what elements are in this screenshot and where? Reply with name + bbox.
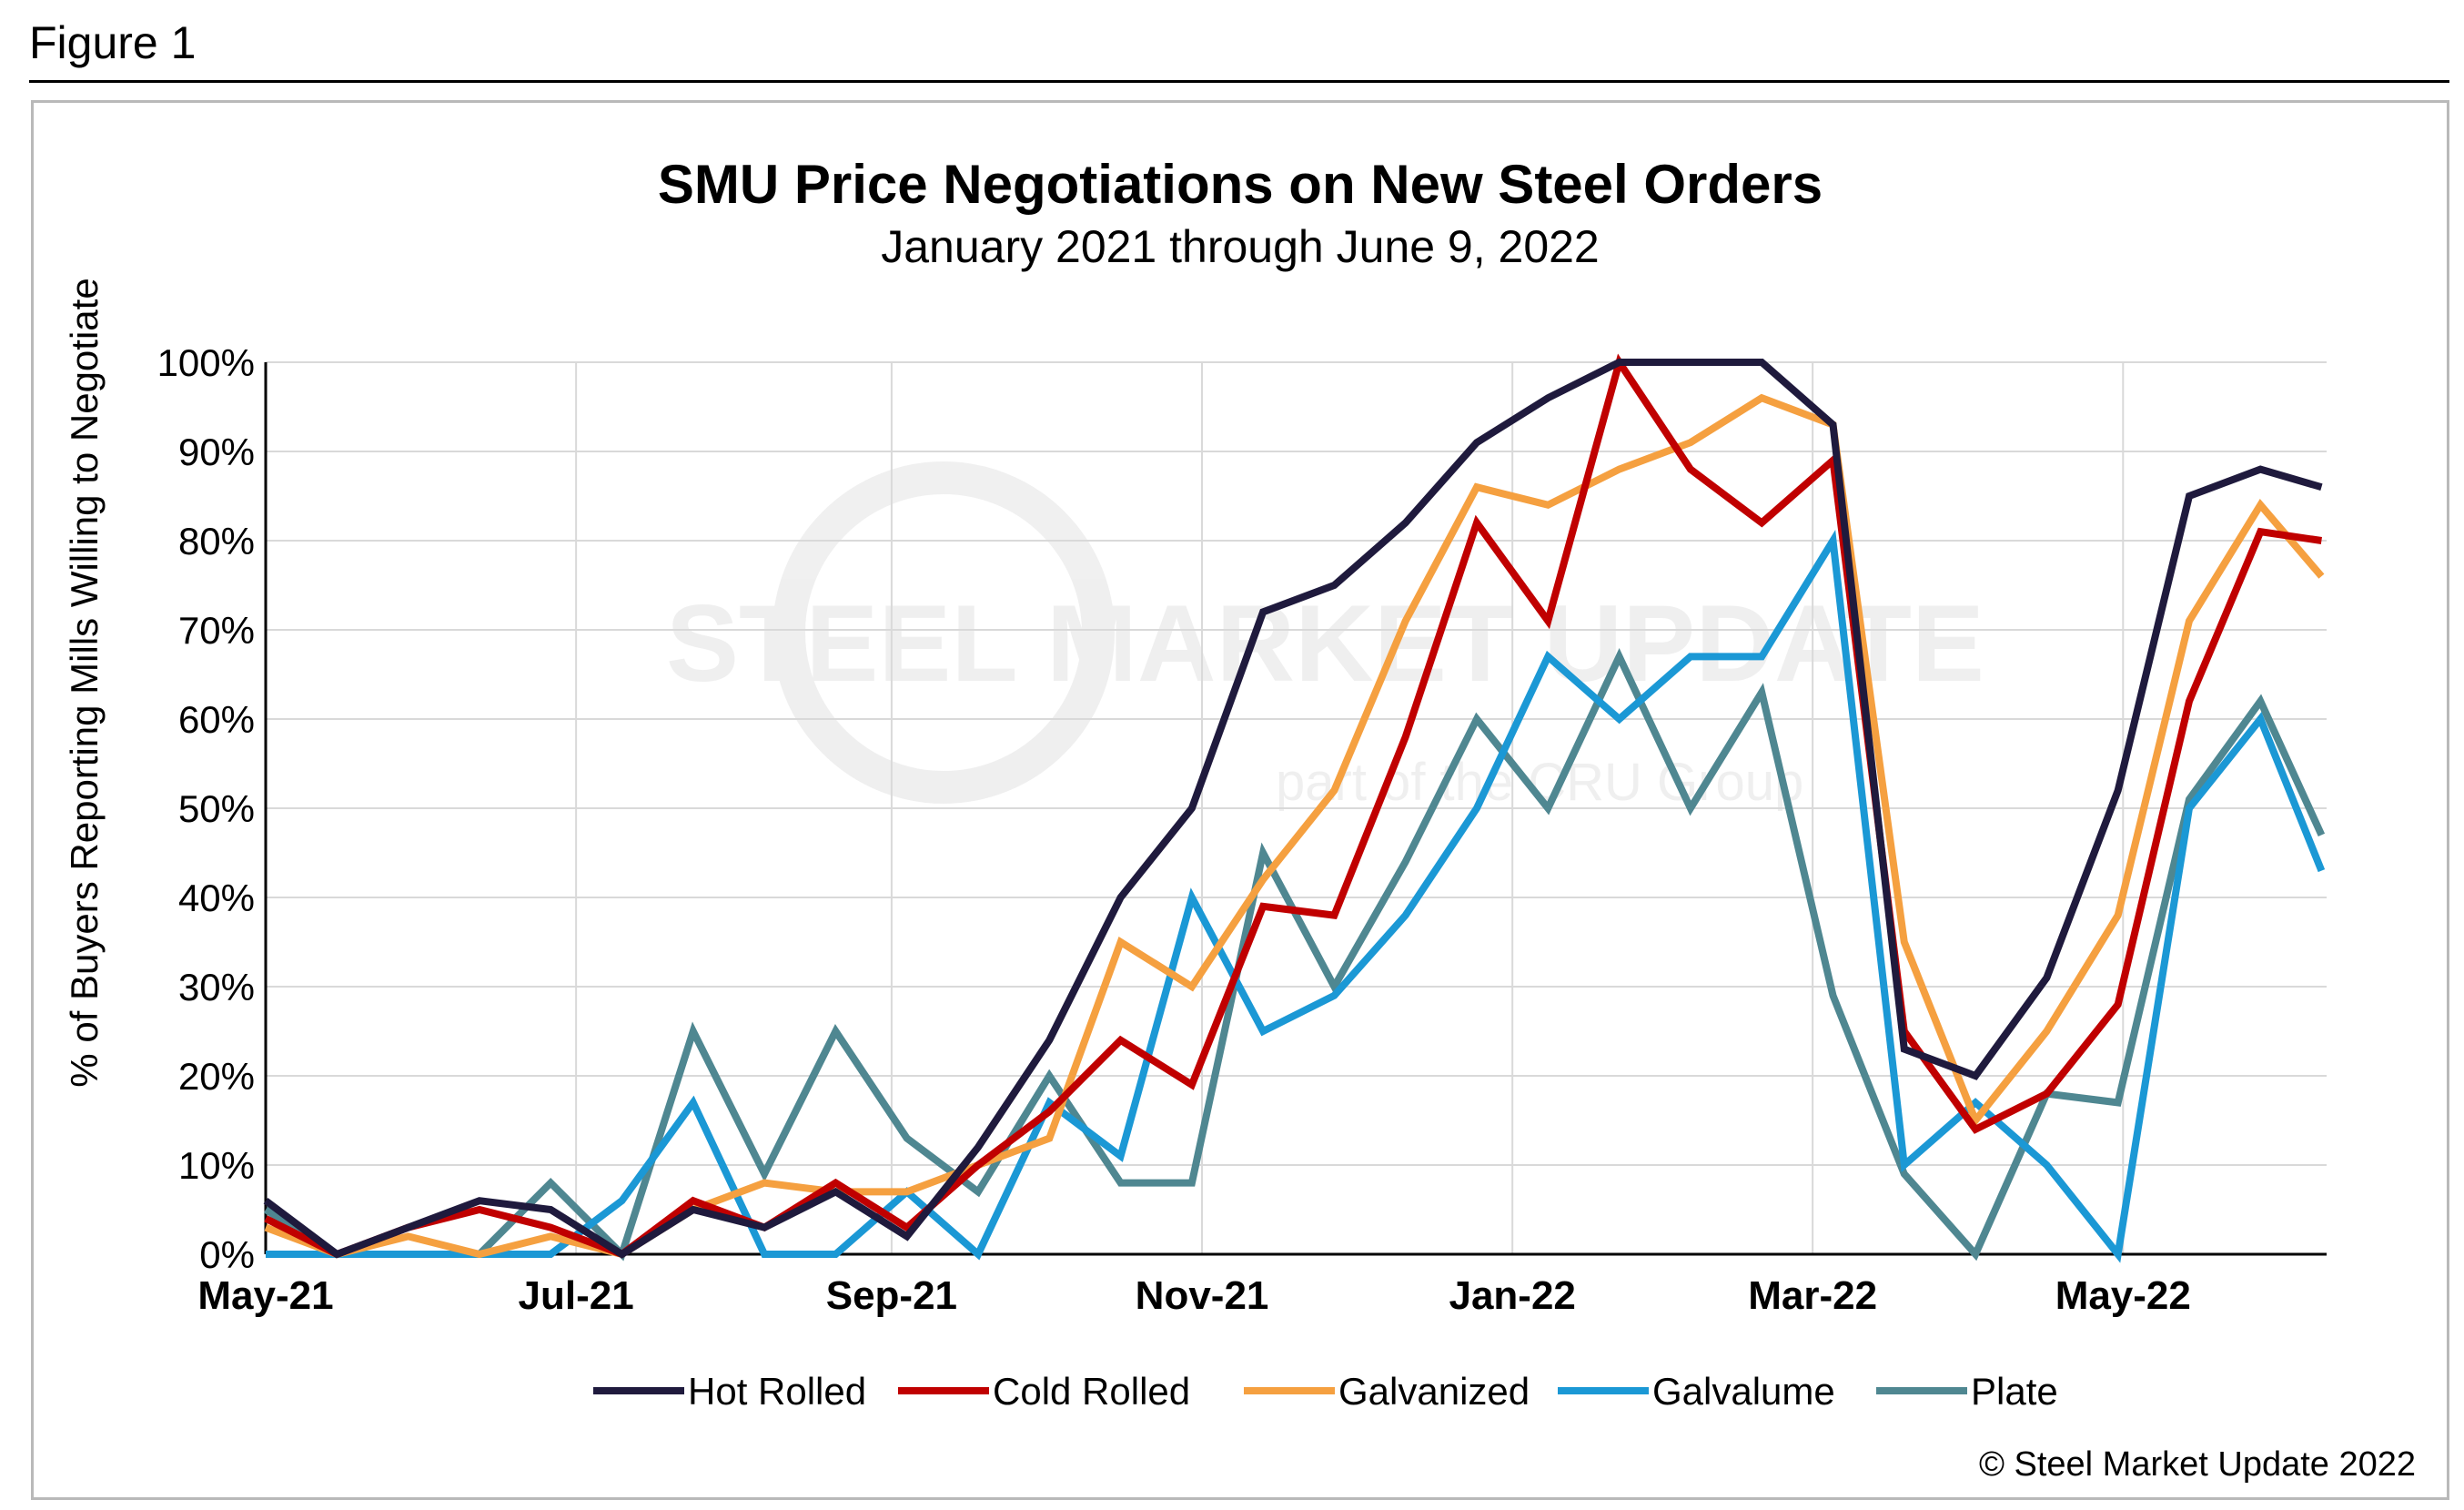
y-tick-label: 0% — [199, 1233, 255, 1276]
legend-label: Plate — [1971, 1370, 2058, 1413]
legend: Hot Rolled Cold Rolled Galvanized Galvalume… — [593, 1370, 2058, 1413]
y-tick-label: 10% — [178, 1144, 255, 1187]
watermark-logo-ring — [773, 461, 1115, 804]
y-tick-label: 60% — [178, 698, 255, 741]
y-tick-label: 70% — [178, 609, 255, 652]
series-line-plate — [263, 647, 2326, 1262]
chart-frame: STEEL MARKET UPDATE part of the CRU Grou… — [31, 100, 2449, 1500]
series-line-galvanized — [264, 393, 2325, 1259]
legend-item-galvanized: Galvanized — [1244, 1370, 1530, 1413]
x-tick-label: Jul-21 — [519, 1273, 634, 1318]
chart-title: SMU Price Negotiations on New Steel Orde… — [658, 154, 1823, 215]
y-tick-label: 80% — [178, 520, 255, 562]
x-tick-label: Jan-22 — [1449, 1273, 1575, 1318]
y-tick-label: 90% — [178, 431, 255, 473]
series-line-hot-rolled — [263, 359, 2323, 1259]
x-tick-label: Mar-22 — [1748, 1273, 1877, 1318]
legend-item-hot-rolled: Hot Rolled — [593, 1370, 866, 1413]
legend-item-cold-rolled: Cold Rolled — [898, 1370, 1190, 1413]
y-tick-label: 20% — [178, 1055, 255, 1098]
series-line-galvalume — [266, 530, 2326, 1263]
figure-label: Figure 1 — [29, 17, 197, 68]
watermark-text: STEEL MARKET UPDATE — [666, 583, 1984, 704]
x-tick-label: May-22 — [2055, 1273, 2191, 1318]
legend-label: Hot Rolled — [688, 1370, 866, 1413]
x-tick-label: Sep-21 — [826, 1273, 957, 1318]
legend-label: Galvanized — [1338, 1370, 1530, 1413]
chart-subtitle: January 2021 through June 9, 2022 — [881, 221, 1600, 272]
x-tick-label: Nov-21 — [1136, 1273, 1269, 1318]
y-tick-label: 50% — [178, 787, 255, 830]
x-tick-label: May-21 — [197, 1273, 333, 1318]
grid-layer — [266, 361, 2327, 1254]
axis-layer: 0% 10% 20% 30% 40% 50% 60% 70% 80% 90% 100% May-21 J… — [157, 341, 2327, 1318]
top-rule — [29, 80, 2449, 83]
legend-item-plate: Plate — [1876, 1370, 2058, 1413]
y-tick-label: 100% — [157, 341, 255, 384]
y-tick-label: 30% — [178, 966, 255, 1008]
legend-label: Galvalume — [1652, 1370, 1835, 1413]
y-axis-label: % of Buyers Reporting Mills Willing to N… — [63, 278, 106, 1087]
series-layer — [263, 353, 2326, 1263]
legend-label: Cold Rolled — [993, 1370, 1190, 1413]
watermark: STEEL MARKET UPDATE part of the CRU Grou… — [666, 461, 1984, 812]
y-tick-label: 40% — [178, 877, 255, 919]
copyright-text: © Steel Market Update 2022 — [1979, 1445, 2416, 1484]
line-chart: STEEL MARKET UPDATE part of the CRU Grou… — [63, 154, 2416, 1484]
legend-item-galvalume: Galvalume — [1558, 1370, 1835, 1413]
